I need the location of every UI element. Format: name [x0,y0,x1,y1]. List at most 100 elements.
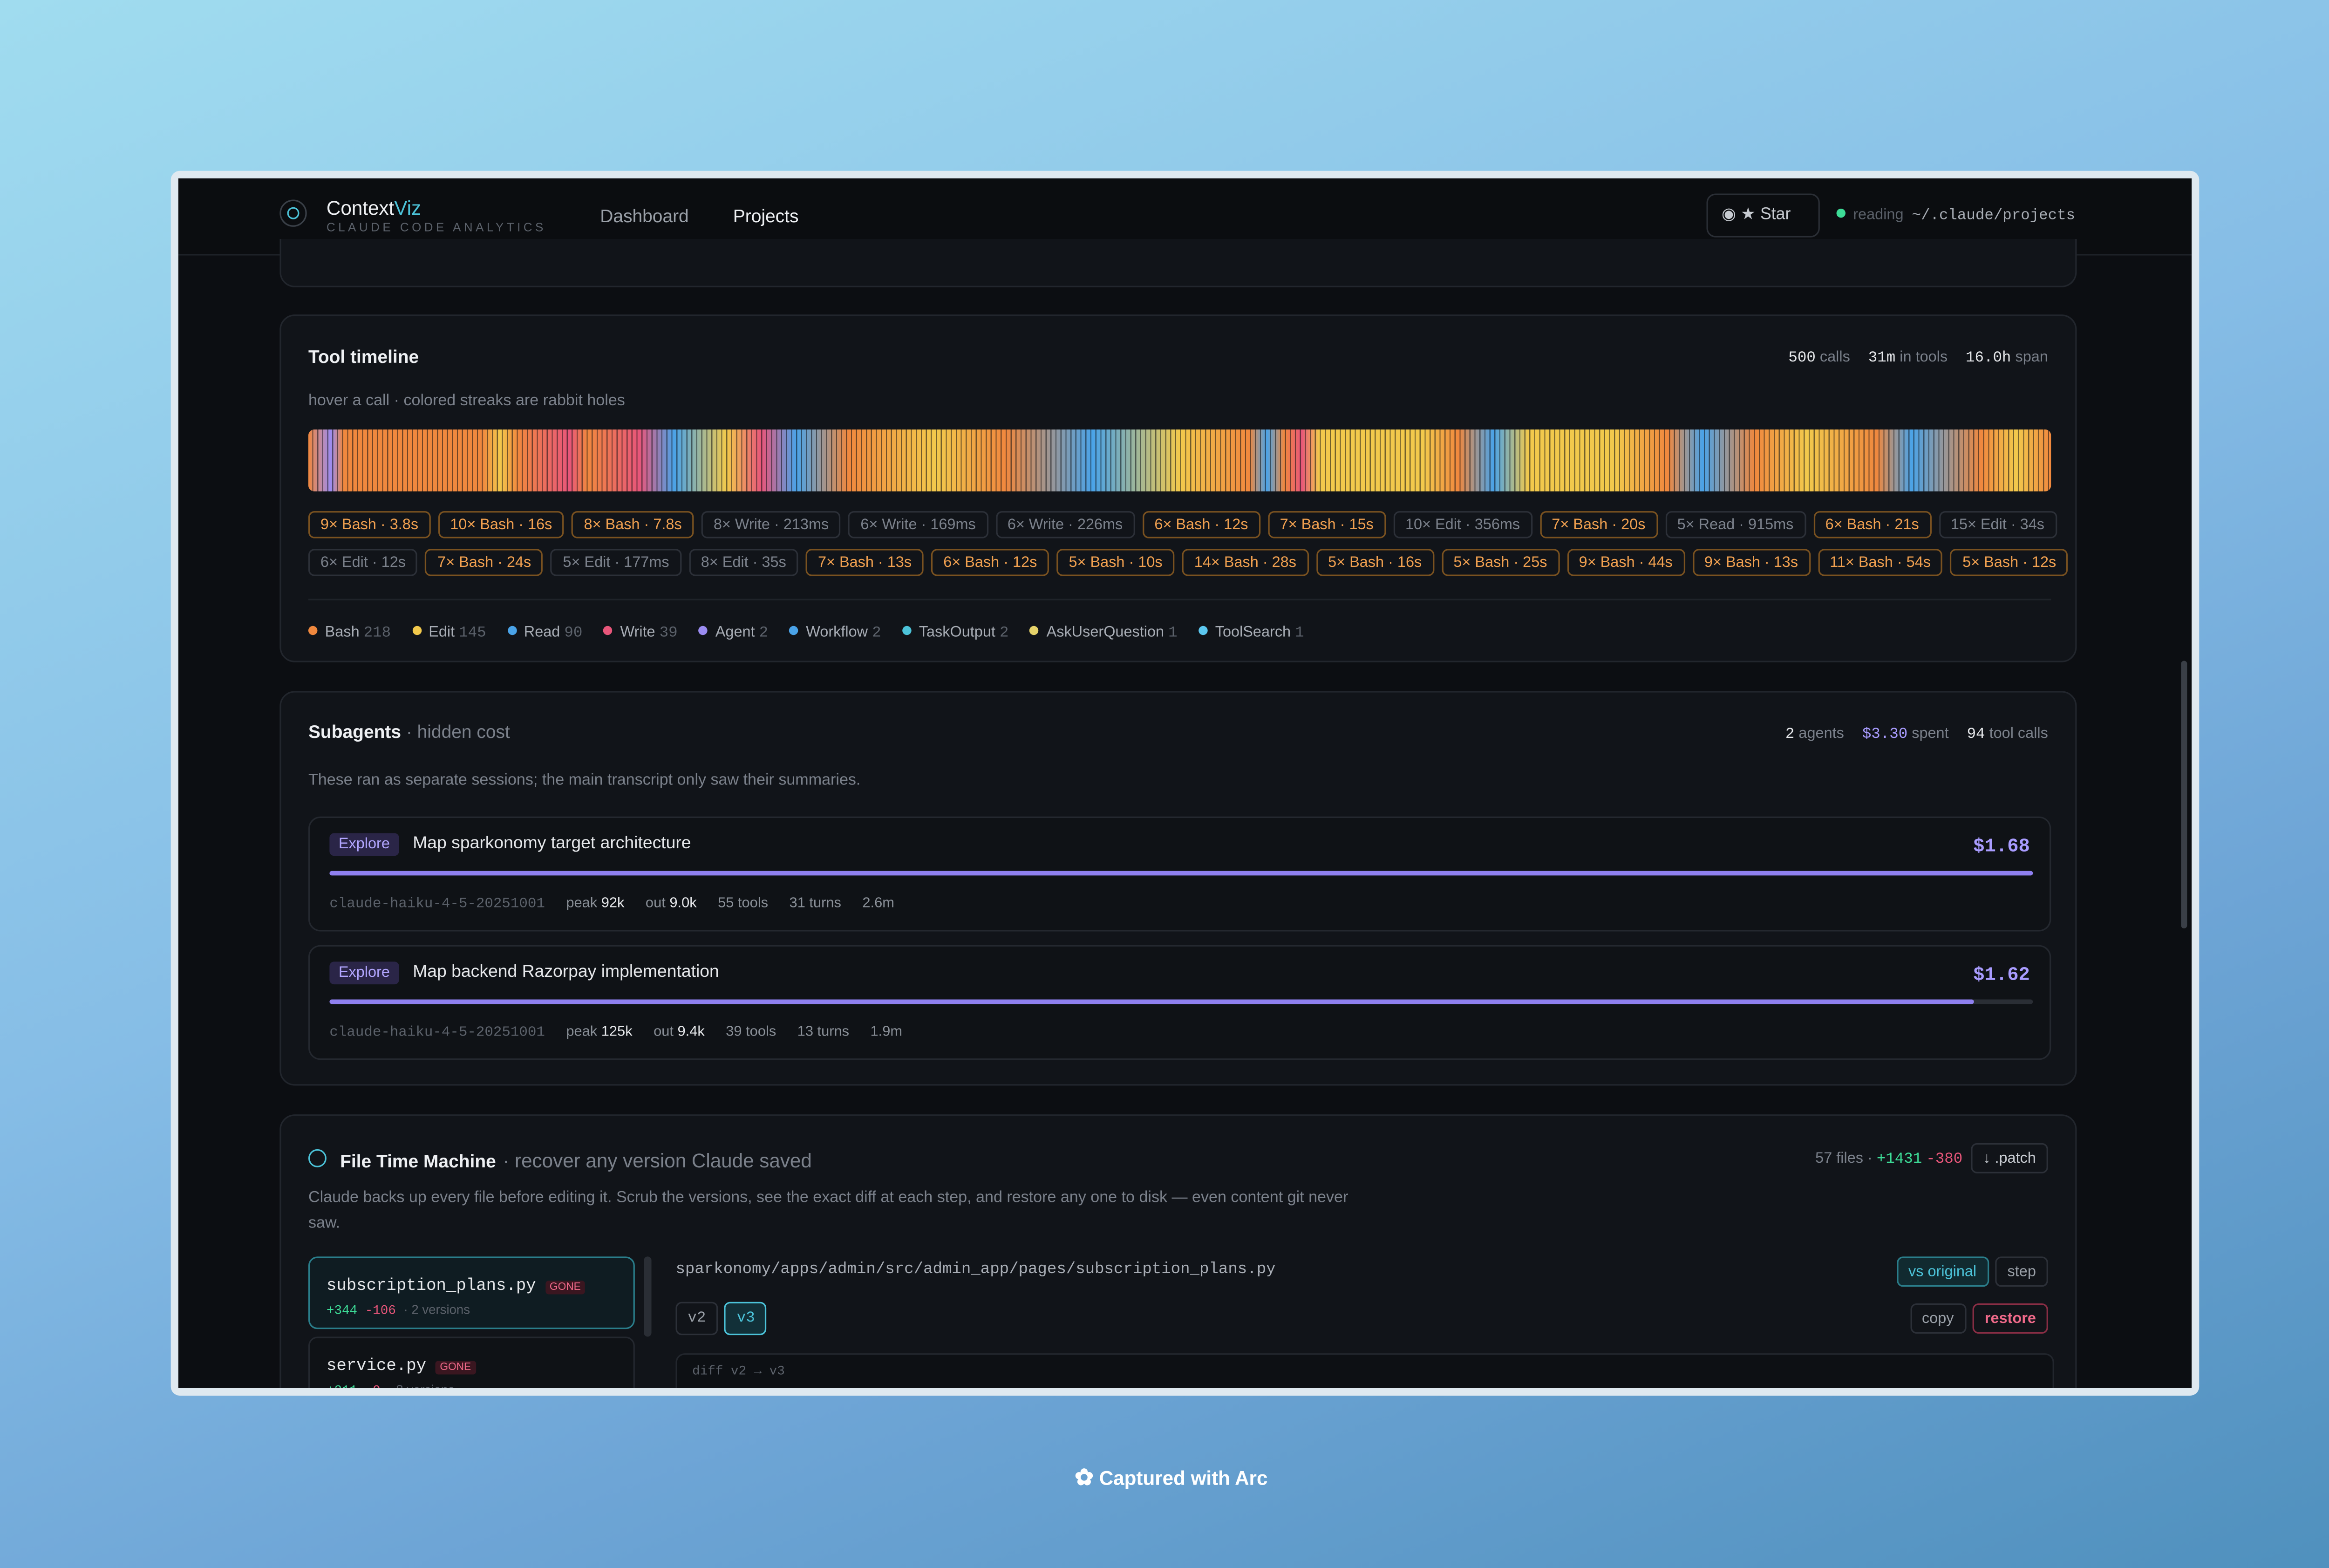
legend: Bash 218 Edit 145 Read 90 Write 39 Agent 2 Wo… [308,617,1325,644]
streak-chip[interactable]: 6× Bash · 21s [1813,511,1931,539]
stat-value: 2 [1785,727,1795,744]
streak-chip[interactable]: 5× Edit · 177ms [551,549,681,576]
agent-model: claude-haiku-4-5-20251001 [329,1023,545,1041]
file-name: subscription_plans.py [326,1277,536,1296]
streak-chip[interactable]: 6× Bash · 12s [1142,511,1260,539]
clock-icon [308,1149,327,1167]
legend-name: ToolSearch [1215,624,1291,641]
streak-chip[interactable]: 5× Read · 915ms [1665,511,1806,539]
stat-unit: in tools [1900,349,1948,366]
streak-chip[interactable]: 5× Bash · 25s [1441,549,1559,576]
legend-count: 218 [363,626,391,643]
file-removed: -106 [365,1303,396,1319]
card-title: Tool timeline [308,346,419,368]
metric-value: 125k [601,1023,633,1041]
streak-chip[interactable]: 8× Bash · 7.8s [572,511,694,539]
streak-chip[interactable]: 7× Bash · 15s [1267,511,1386,539]
copy-button[interactable]: copy [1909,1303,1966,1334]
nav-link[interactable]: Projects [733,205,799,227]
streak-chip[interactable]: 7× Bash · 13s [805,549,924,576]
mode-toggle: vs original step [1896,1256,2048,1287]
file-badge: GONE [435,1361,476,1375]
stat-unit: tool calls [1989,726,2048,743]
legend-dot [308,626,318,635]
stat-value: 31m [1868,351,1896,368]
list-scrollbar [644,1256,652,1337]
streak-chip[interactable]: 14× Bash · 28s [1182,549,1308,576]
star-button[interactable]: ◉ ★ Star [1706,193,1820,238]
patch-button[interactable]: ↓ .patch [1971,1143,2048,1173]
legend-dot [902,626,912,635]
card-subtitle: · hidden cost [406,721,510,743]
legend-item: TaskOutput 2 [902,625,1009,643]
streak-chip[interactable]: 7× Bash · 24s [425,549,544,576]
agent-card[interactable]: Explore Map sparkonomy target architectu… [308,816,2051,932]
legend-item: Write 39 [603,625,678,643]
streak-chip[interactable]: 6× Edit · 12s [308,549,418,576]
agent-cost: $1.62 [1973,964,2030,986]
previous-card [279,239,2077,287]
stat-value: $3.30 [1862,727,1908,744]
streak-chip[interactable]: 8× Edit · 35s [688,549,798,576]
legend-count: 2 [999,626,1009,643]
agent-card[interactable]: Explore Map backend Razorpay implementat… [308,945,2051,1060]
streak-chip[interactable]: 5× Bash · 10s [1056,549,1175,576]
browser-frame: ContextViz CLAUDE CODE ANALYTICS Dashboa… [170,170,2200,1396]
cost-fill [329,871,2033,876]
files-count: 57 files · [1815,1151,1873,1167]
version-button[interactable]: v3 [724,1302,767,1336]
legend-dot [412,626,422,635]
streak-chip[interactable]: 7× Bash · 20s [1539,511,1658,539]
stat: 16.0h span [1966,349,2048,368]
streak-chip[interactable]: 6× Bash · 12s [931,549,1049,576]
streak-chip[interactable]: 9× Bash · 3.8s [308,511,431,539]
file-versions: · 2 versions [403,1302,470,1317]
legend-dot [699,626,708,635]
file-item[interactable]: service.py GONE +211 -9 · 8 versions [308,1336,635,1388]
streak-chip[interactable]: 5× Bash · 16s [1316,549,1434,576]
legend-count: 1 [1295,626,1304,643]
restore-button[interactable]: restore [1972,1303,2048,1334]
logo [279,199,307,227]
streak-chip[interactable]: 6× Write · 226ms [995,511,1135,539]
tool-timeline-card: Tool timeline 500 calls 31m in tools 16.0h… [279,314,2077,662]
file-name-row: service.py GONE [327,1350,476,1377]
cost-fill [329,999,1974,1004]
legend-item: Read 90 [507,625,583,643]
file-removed: -9 [365,1384,381,1388]
stat-value: 500 [1788,351,1816,368]
divider [308,599,2051,600]
status: reading ~/.claude/projects [1836,207,2075,225]
file-item[interactable]: subscription_plans.py GONE +344 -106 · 2 v… [308,1256,635,1329]
nav-link[interactable]: Dashboard [600,205,689,227]
legend-name: Edit [429,624,455,641]
metric-label: peak [566,1023,598,1041]
mode-button[interactable]: step [1995,1256,2048,1287]
streak-chip[interactable]: 9× Bash · 13s [1692,549,1811,576]
card-heading: File Time Machine · recover any version … [340,1148,812,1175]
added: +1431 [1876,1152,1922,1169]
streak-chip[interactable]: 9× Bash · 44s [1566,549,1685,576]
streak-chip[interactable]: 5× Bash · 12s [1950,549,2069,576]
metric: 31 turns [789,895,841,912]
agent-tag: Explore [329,961,399,985]
legend-count: 90 [564,626,583,643]
streak-chip[interactable]: 6× Write · 169ms [848,511,988,539]
subagents-card: Subagents · hidden cost 2 agents $3.30 sp… [279,691,2077,1086]
streak-chip[interactable]: 8× Write · 213ms [701,511,841,539]
streak-chip[interactable]: 15× Edit · 34s [1938,511,2057,539]
streak-chip[interactable]: 10× Edit · 356ms [1393,511,1532,539]
streak-chip[interactable]: 10× Bash · 16s [438,511,565,539]
agent-meta: claude-haiku-4-5-20251001 peak 92k out 9.0… [329,895,915,912]
legend-count: 145 [459,626,486,643]
version-button[interactable]: v2 [675,1302,718,1336]
legend-count: 2 [759,626,769,643]
stat: $3.30 spent [1862,726,1949,744]
timeline-strip[interactable] [308,429,2051,491]
streak-chip[interactable]: 11× Bash · 54s [1818,549,1943,576]
description: These ran as separate sessions; the main… [308,771,861,790]
legend-name: Bash [325,624,360,641]
card-title: Subagents [308,721,402,743]
file-name: service.py [326,1357,427,1376]
mode-button[interactable]: vs original [1896,1256,1989,1287]
